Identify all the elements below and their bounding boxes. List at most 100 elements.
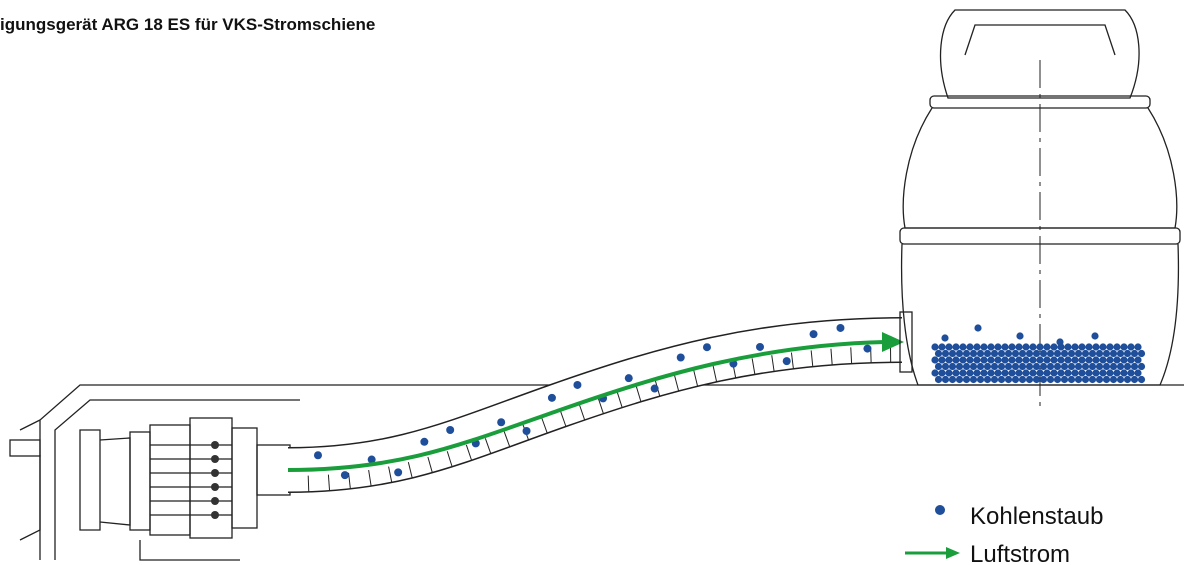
dust-particle bbox=[1102, 375, 1111, 384]
dust-particle bbox=[650, 384, 659, 393]
dust-particle bbox=[1032, 349, 1041, 358]
rib bbox=[503, 431, 511, 447]
dust-particle bbox=[1001, 343, 1009, 351]
dust-particle bbox=[934, 349, 943, 358]
dust-particle bbox=[1001, 369, 1009, 377]
dust-particle bbox=[1091, 332, 1099, 340]
dust-particle bbox=[945, 343, 953, 351]
rib bbox=[407, 462, 413, 478]
dust-particle bbox=[1018, 349, 1027, 358]
dust-particle bbox=[1018, 375, 1027, 384]
rib bbox=[597, 398, 604, 414]
dust-particle bbox=[1011, 375, 1020, 384]
dust-particle bbox=[1081, 349, 1090, 358]
dust-particle bbox=[997, 349, 1006, 358]
dust-particle bbox=[1102, 362, 1111, 371]
dust-particle bbox=[1116, 362, 1125, 371]
dust-particle bbox=[976, 375, 985, 384]
rib bbox=[368, 470, 372, 486]
dust-particle bbox=[1022, 369, 1030, 377]
dust-particle bbox=[1039, 375, 1048, 384]
dust-particle bbox=[994, 343, 1002, 351]
dust-particle bbox=[1095, 349, 1104, 358]
dust-particle bbox=[1039, 362, 1048, 371]
dust-particle bbox=[962, 362, 971, 371]
dust-particle bbox=[1046, 362, 1055, 371]
dust-particle bbox=[367, 455, 376, 464]
dust-particle bbox=[1025, 349, 1034, 358]
dust-particle bbox=[1032, 375, 1041, 384]
dust-particle bbox=[1085, 369, 1093, 377]
dust-particle bbox=[1078, 369, 1086, 377]
dust-particle bbox=[1085, 343, 1093, 351]
rib bbox=[327, 474, 331, 491]
dust-particle bbox=[420, 437, 429, 446]
rib bbox=[790, 352, 794, 369]
dust-particle bbox=[1106, 356, 1114, 364]
dust-particle bbox=[976, 362, 985, 371]
dust-particle bbox=[446, 426, 455, 435]
dust-particle bbox=[1011, 349, 1020, 358]
dust-particle bbox=[959, 356, 967, 364]
pin-head bbox=[211, 497, 219, 505]
dust-particle bbox=[941, 375, 950, 384]
dust-particle bbox=[782, 357, 791, 366]
dust-particle bbox=[1109, 362, 1118, 371]
dust-particle bbox=[1137, 349, 1146, 358]
dust-particle bbox=[1029, 369, 1037, 377]
dust-particle bbox=[962, 349, 971, 358]
rib bbox=[674, 375, 680, 391]
dust-particle bbox=[1008, 356, 1016, 364]
dust-particle bbox=[1022, 356, 1030, 364]
legend-label: Luftstrom bbox=[970, 541, 1070, 565]
dust-particle bbox=[931, 343, 939, 351]
rib bbox=[578, 404, 586, 420]
dust-particle bbox=[1004, 362, 1013, 371]
dust-particle bbox=[1050, 369, 1058, 377]
dust-particle bbox=[1043, 356, 1051, 364]
dust-particle bbox=[1050, 356, 1058, 364]
dust-particle bbox=[987, 369, 995, 377]
dust-particle bbox=[987, 343, 995, 351]
dust-particle bbox=[1053, 375, 1062, 384]
dust-particle bbox=[1081, 375, 1090, 384]
dust-particle bbox=[1130, 362, 1139, 371]
dust-particle bbox=[1016, 332, 1024, 340]
dust-particle bbox=[1092, 343, 1100, 351]
dust-particle bbox=[809, 330, 818, 339]
dust-particle bbox=[938, 356, 946, 364]
dust-particle bbox=[969, 375, 978, 384]
dust-particle bbox=[1057, 369, 1065, 377]
dust-particle bbox=[1056, 338, 1064, 346]
dust-particle bbox=[1015, 356, 1023, 364]
rib bbox=[427, 456, 433, 473]
dust-particle bbox=[1015, 343, 1023, 351]
dust-particle bbox=[1025, 375, 1034, 384]
dust-particle bbox=[1088, 375, 1097, 384]
dust-particle bbox=[1074, 375, 1083, 384]
dust-particle bbox=[1102, 349, 1111, 358]
dust-particle bbox=[1081, 362, 1090, 371]
dust-particle bbox=[948, 349, 957, 358]
dust-particle bbox=[945, 369, 953, 377]
dust-particle bbox=[1050, 343, 1058, 351]
dust-particle bbox=[1064, 356, 1072, 364]
airflow-head bbox=[882, 332, 904, 352]
airflow-line bbox=[287, 340, 886, 472]
dust-particle bbox=[1039, 349, 1048, 358]
dust-particle bbox=[1015, 369, 1023, 377]
dust-particle bbox=[955, 375, 964, 384]
rib bbox=[693, 370, 699, 387]
dust-particle bbox=[1106, 369, 1114, 377]
rail bbox=[54, 399, 300, 560]
dust-particle bbox=[1071, 343, 1079, 351]
pin-head bbox=[211, 511, 219, 519]
rib bbox=[307, 475, 310, 492]
dust-particle bbox=[313, 451, 322, 460]
dust-particle bbox=[1011, 362, 1020, 371]
dust-particle bbox=[1127, 343, 1135, 351]
dust-particle bbox=[966, 369, 974, 377]
dust-particle bbox=[1060, 362, 1069, 371]
dust-particle bbox=[980, 369, 988, 377]
dust-particle bbox=[948, 375, 957, 384]
